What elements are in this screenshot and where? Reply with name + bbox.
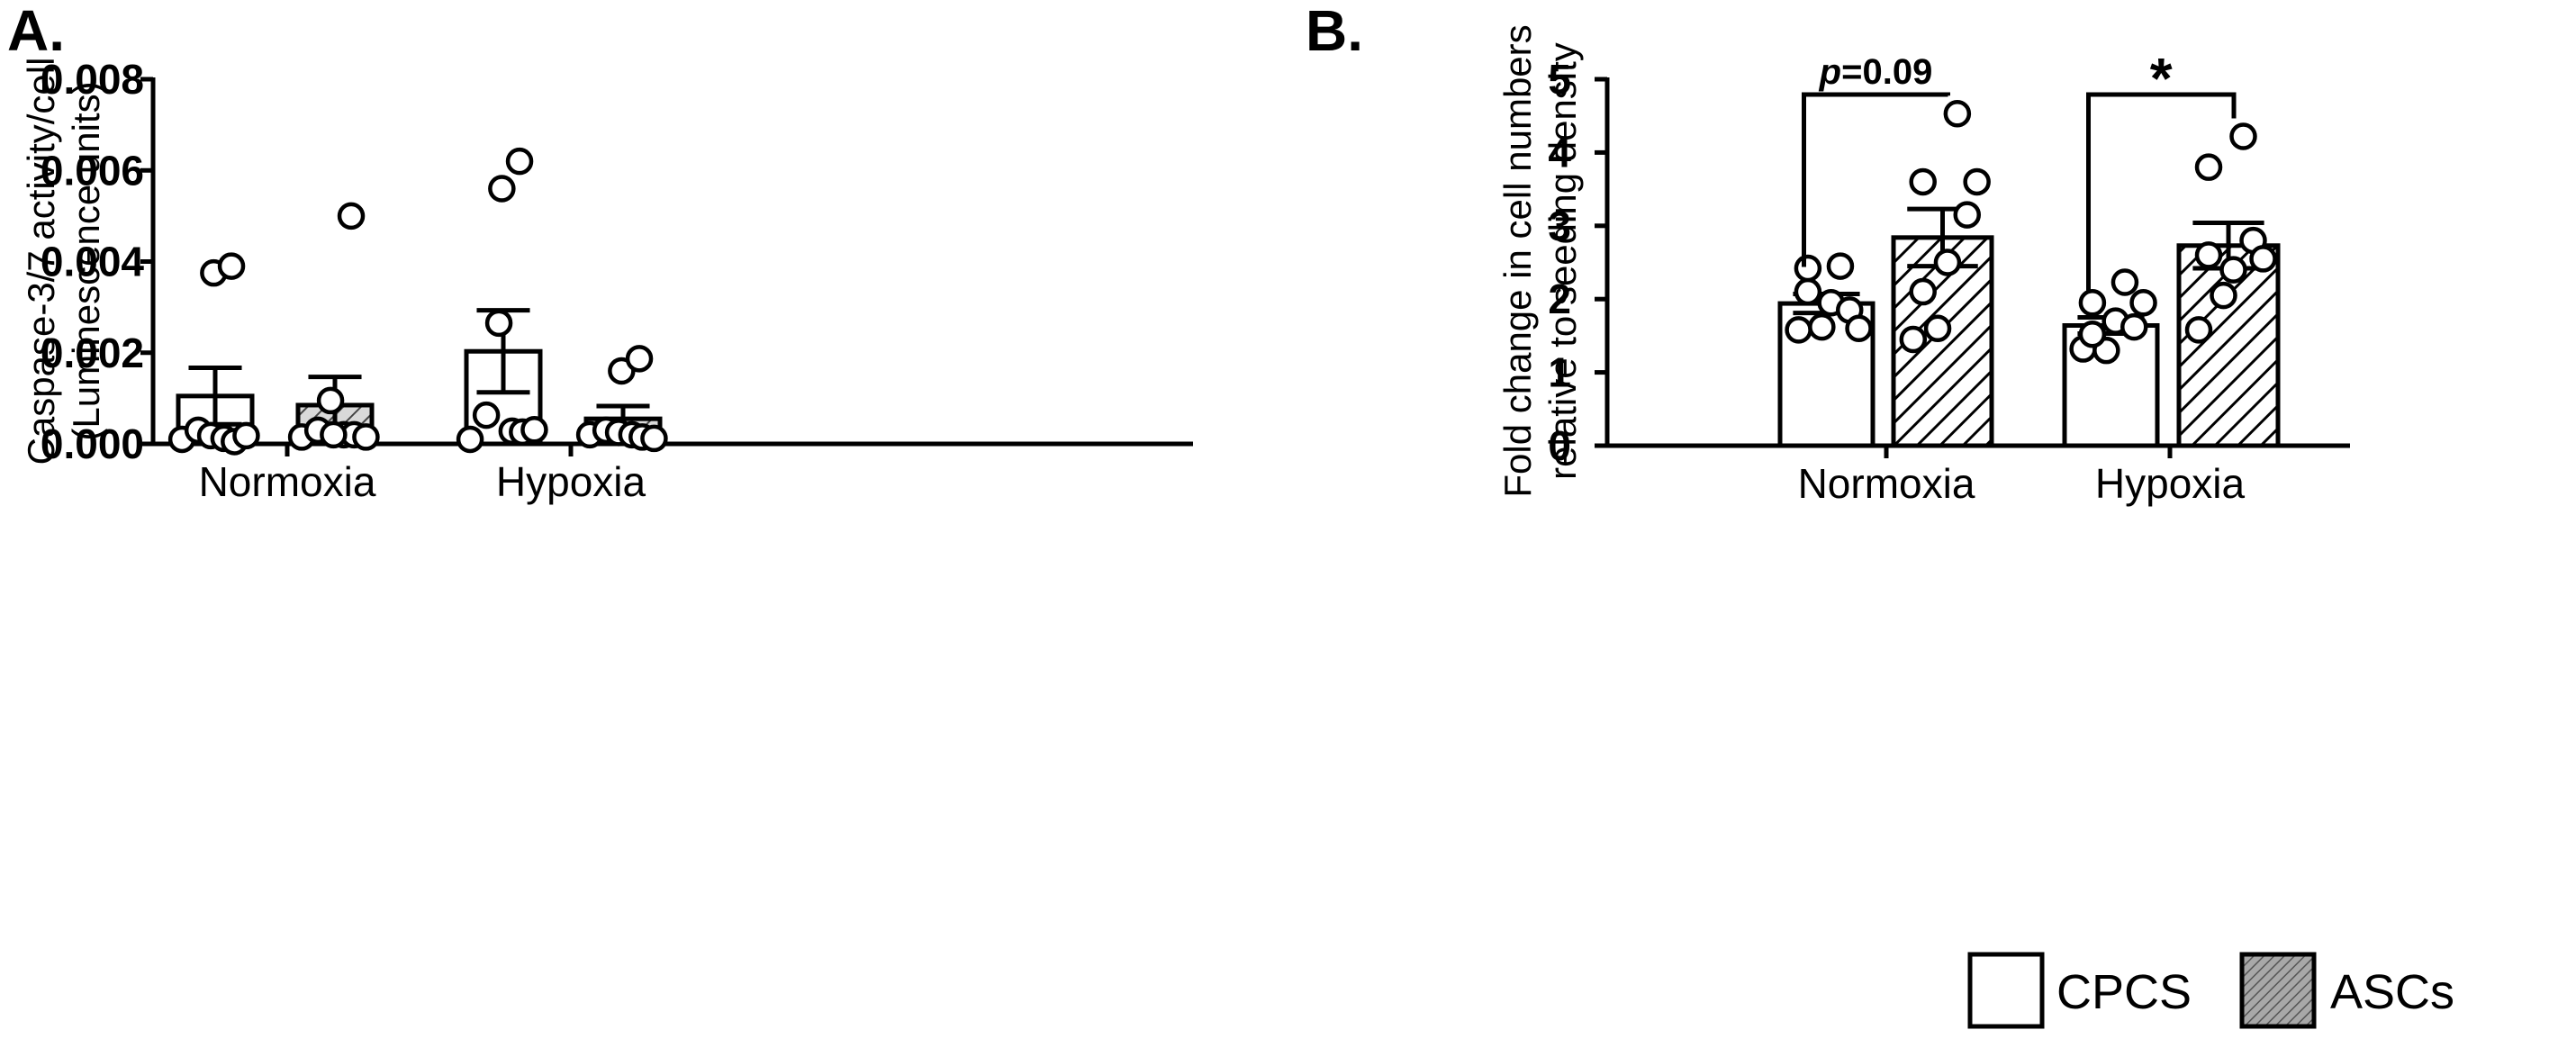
data-point <box>2078 289 2107 317</box>
x-tick-label-hypoxia: Hypoxia <box>496 458 646 505</box>
panel-a-ylabel-line1: Caspase-3/7 activity/cell <box>20 58 62 465</box>
data-point <box>2194 241 2223 269</box>
data-point <box>2219 256 2247 284</box>
data-point <box>1785 316 1812 344</box>
y-tick-label: 1 <box>1548 349 1571 396</box>
data-point <box>352 423 380 451</box>
data-point <box>2078 321 2107 348</box>
data-point <box>2229 122 2257 150</box>
data-point <box>2249 245 2277 273</box>
legend-swatch-ascs <box>2239 952 2317 1029</box>
data-point <box>1826 252 1855 280</box>
data-point <box>2120 312 2148 341</box>
panel-b-ylabel-line2: relative to seeding density <box>1541 42 1584 480</box>
y-tick-label: 2 <box>1548 276 1571 322</box>
data-point <box>2111 268 2139 296</box>
data-point <box>640 424 668 453</box>
panel-b-plot: 0 1 2 3 4 5 Normoxia Hypoxia p=0.09 * <box>1548 46 2350 507</box>
data-point <box>2129 289 2157 317</box>
data-point <box>217 252 246 280</box>
data-point <box>472 401 501 429</box>
y-tick-label: 0.008 <box>41 56 144 103</box>
panel-a-ylabel-line2: (Luminescence units) <box>65 81 107 440</box>
panel-a-plot: 0.000 0.002 0.004 0.006 0.008 Normoxia Hypoxia <box>41 56 1193 505</box>
legend-swatch-cpcs <box>1967 952 2045 1029</box>
panel-a-label: A. <box>7 0 65 63</box>
data-point <box>625 345 654 373</box>
y-tick-label: 3 <box>1548 203 1571 249</box>
legend: CPCS ASCs <box>1967 952 2454 1029</box>
data-point <box>488 175 516 203</box>
y-tick-label: 0.004 <box>41 239 145 285</box>
legend-label-ascs: ASCs <box>2330 965 2454 1019</box>
data-point <box>1808 312 1836 341</box>
significance-bracket <box>1802 92 1950 267</box>
data-point <box>2194 153 2223 181</box>
data-point <box>484 309 513 338</box>
data-point <box>1909 277 1937 306</box>
significance-bracket <box>2086 92 2237 291</box>
data-point <box>1953 201 1981 229</box>
data-point <box>505 147 534 176</box>
data-point <box>1845 314 1873 343</box>
p-value-annotation: p=0.09 <box>1819 52 1933 92</box>
data-point <box>520 416 548 444</box>
data-point <box>337 202 366 230</box>
legend-label-cpcs: CPCS <box>2056 965 2192 1019</box>
data-point <box>1933 248 1962 276</box>
data-point <box>232 421 260 450</box>
panel-b-ylabel: Fold change in cell numbers relative to … <box>1496 24 1584 497</box>
y-tick-label: 0.006 <box>41 147 144 194</box>
panel-a-ylabel: Caspase-3/7 activity/cell (Luminescence … <box>20 58 107 465</box>
data-point <box>1794 254 1822 283</box>
data-point <box>2184 316 2213 344</box>
significance-star: * <box>2150 46 2173 111</box>
x-tick-label-normoxia: Normoxia <box>199 458 376 505</box>
panel-b-ylabel-line1: Fold change in cell numbers <box>1496 24 1539 497</box>
y-tick-label: 0.000 <box>41 420 144 467</box>
y-tick-label: 4 <box>1548 129 1571 176</box>
data-point <box>1794 277 1822 306</box>
data-point <box>2210 281 2237 310</box>
data-point <box>1943 100 1972 128</box>
data-point <box>456 425 484 454</box>
data-point <box>316 386 345 415</box>
data-point <box>320 420 348 449</box>
x-tick-label-normoxia: Normoxia <box>1798 460 1975 507</box>
y-tick-label: 0.002 <box>41 330 144 376</box>
data-point <box>1923 314 1952 343</box>
y-tick-label: 0 <box>1548 422 1571 469</box>
x-tick-label-hypoxia: Hypoxia <box>2095 460 2246 507</box>
data-point <box>1899 325 1928 354</box>
y-tick-label: 5 <box>1548 56 1571 103</box>
data-point <box>1963 167 1991 196</box>
data-point <box>1909 167 1937 196</box>
panel-b-label: B. <box>1306 0 1363 63</box>
